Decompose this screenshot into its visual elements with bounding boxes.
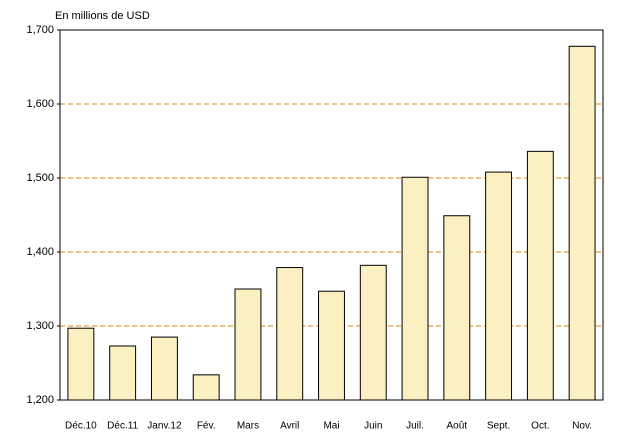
- x-tick-label: Oct.: [531, 421, 549, 432]
- x-tick-label: Sept.: [487, 421, 510, 432]
- y-tick-label: 1,600: [26, 98, 54, 110]
- x-tick-label: Mars: [237, 421, 259, 432]
- x-tick-label: Janv.12: [147, 421, 182, 432]
- bar: [109, 345, 137, 401]
- x-tick-label: Juin: [364, 421, 382, 432]
- y-tick-label: 1,400: [26, 246, 54, 258]
- bar: [234, 288, 262, 401]
- y-tick-label: 1,200: [26, 394, 54, 406]
- x-tick-label: Déc.11: [107, 421, 138, 432]
- bar: [67, 327, 95, 401]
- y-tick-label: 1,300: [26, 320, 54, 332]
- bar: [526, 150, 554, 401]
- bar: [318, 290, 345, 401]
- x-tick-label: Août: [447, 421, 468, 432]
- bar: [150, 336, 178, 401]
- bar: [443, 215, 471, 401]
- y-tick-label: 1,500: [26, 172, 54, 184]
- bar: [568, 45, 596, 401]
- x-tick-label: Juil.: [406, 421, 424, 432]
- bar: [401, 176, 429, 401]
- bar: [359, 264, 387, 401]
- y-tick-label: 1,700: [26, 24, 54, 36]
- axis-unit-label: En millions de USD: [55, 10, 150, 22]
- x-tick-label: Fév.: [197, 421, 216, 432]
- bar: [485, 171, 513, 401]
- x-tick-label: Nov.: [572, 421, 592, 432]
- bar: [192, 374, 220, 401]
- x-tick-label: Mai: [323, 421, 339, 432]
- x-tick-label: Avril: [280, 421, 299, 432]
- bar: [276, 267, 304, 401]
- x-tick-label: Déc.10: [65, 421, 97, 432]
